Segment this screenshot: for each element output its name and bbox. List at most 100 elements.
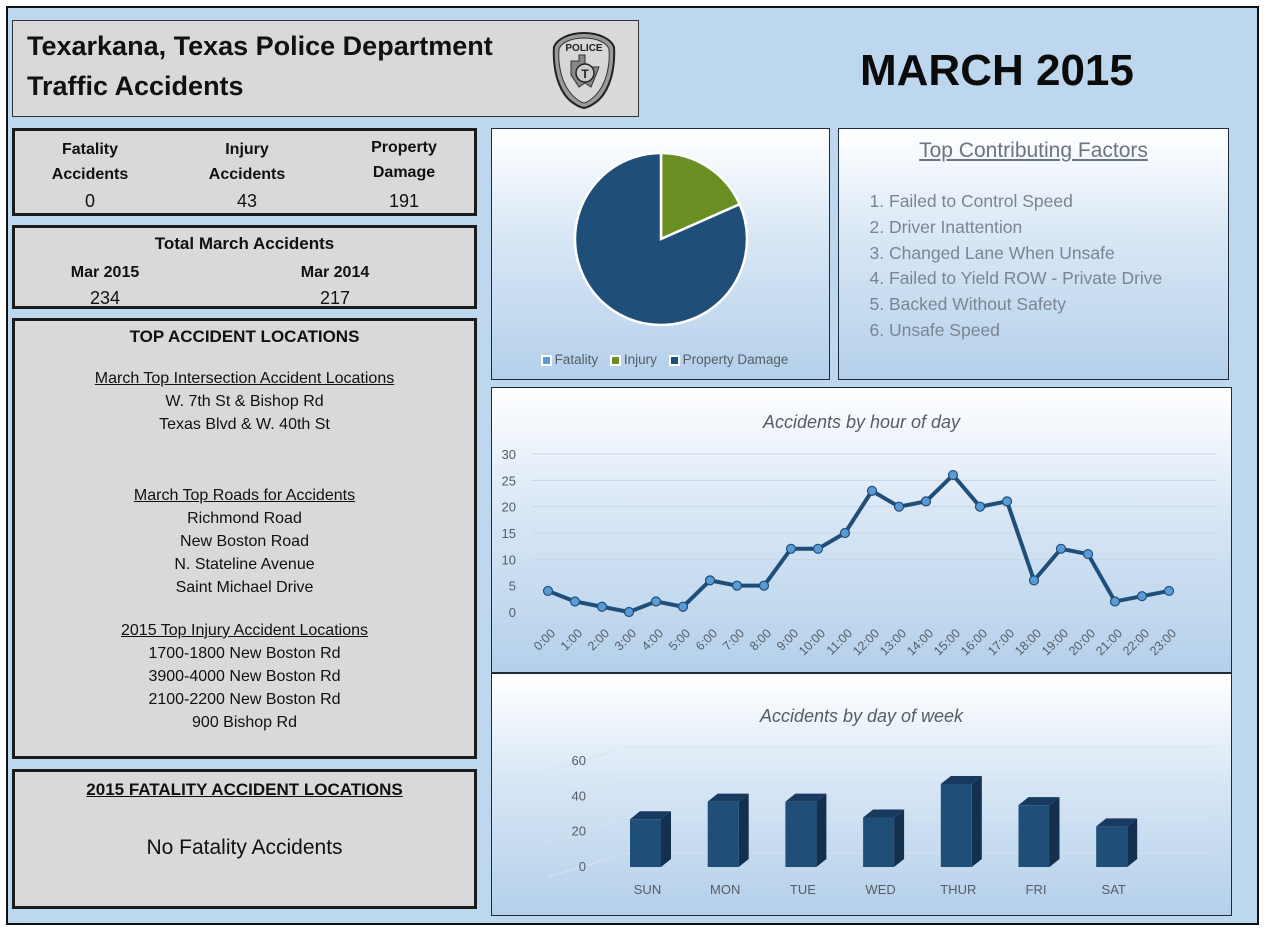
x-tick-label: MON	[710, 882, 740, 897]
report-title: Traffic Accidents	[27, 71, 244, 101]
injury-locations-title: 2015 Top Injury Accident Locations	[121, 622, 368, 639]
data-point	[866, 485, 878, 496]
x-tick-label: 7:00	[720, 626, 747, 653]
line-series	[547, 473, 1170, 614]
gridline-depth	[547, 750, 615, 772]
accident-type-stats: Fatality Accidents 0 Injury Accidents 43…	[12, 128, 477, 216]
accidents-by-day-chart: Accidents by day of week 0 20 40 60 SUN MON TU…	[491, 673, 1232, 916]
data-point	[1109, 596, 1121, 607]
stat-label-line2: Damage	[372, 164, 436, 181]
legend-swatch-injury	[609, 354, 621, 366]
bar	[707, 793, 749, 867]
totals-heading: Total March Accidents	[154, 234, 335, 253]
top-contributing-factors: Top Contributing Factors Failed to Contr…	[838, 128, 1229, 380]
fatality-locations-message: No Fatality Accidents	[146, 836, 343, 859]
stat-injury-label: Injury Accidents	[172, 137, 322, 187]
x-tick-label: 21:00	[1093, 626, 1125, 658]
intersection-locations-title: March Top Intersection Accident Location…	[94, 370, 395, 387]
data-point	[650, 596, 662, 607]
data-point	[839, 527, 851, 539]
location-item: 2100-2200 New Boston Rd	[148, 691, 341, 708]
totals-value-2014: 217	[319, 288, 351, 308]
location-item: Saint Michael Drive	[175, 579, 314, 596]
month-title: MARCH 2015	[860, 46, 1134, 95]
data-point	[920, 496, 932, 507]
gridline-depth	[547, 856, 615, 878]
data-point	[623, 606, 635, 618]
location-item: 3900-4000 New Boston Rd	[148, 668, 341, 685]
y-tick-label: 30	[502, 447, 516, 462]
data-point	[704, 575, 716, 586]
x-tick-label: 8:00	[747, 626, 774, 653]
bar	[1096, 818, 1138, 867]
data-point	[542, 585, 554, 597]
legend-label-injury: Injury	[623, 352, 657, 367]
accidents-by-hour-chart: Accidents by hour of day 0 5 10 15 20 25 30 0:0…	[491, 387, 1232, 673]
data-point	[1163, 585, 1175, 597]
x-tick-label: 14:00	[904, 626, 936, 658]
x-tick-label: 20:00	[1066, 626, 1098, 658]
factors-heading: Top Contributing Factors	[919, 139, 1148, 162]
stat-label-line2: Accidents	[208, 166, 286, 183]
stat-injury-value: 43	[236, 191, 258, 211]
factor-item: Backed Without Safety	[889, 292, 1162, 318]
x-tick-label: WED	[865, 882, 895, 897]
x-tick-label: 16:00	[958, 626, 990, 658]
pie-legend: Fatality Injury Property Damage	[492, 352, 829, 367]
factor-item: Driver Inattention	[889, 215, 1162, 241]
y-tick-label: 40	[572, 788, 586, 803]
y-tick-label: 25	[502, 473, 516, 488]
factor-item: Failed to Control Speed	[889, 189, 1162, 215]
pie-chart-svg	[573, 151, 749, 327]
bar	[1018, 797, 1060, 867]
data-point	[1028, 575, 1040, 586]
y-tick-label: 5	[509, 579, 516, 594]
stat-label-line2: Accidents	[51, 166, 129, 183]
y-tick-label: 20	[572, 824, 586, 839]
bar	[863, 809, 905, 867]
totals-label-2015: Mar 2015	[70, 264, 140, 281]
data-point	[947, 469, 959, 481]
location-item: N. Stateline Avenue	[174, 556, 315, 573]
stat-property-value: 191	[388, 191, 420, 211]
data-point	[596, 601, 608, 612]
bar-chart-svg: 0 20 40 60 SUN MON TUE WED THUR FRI SAT	[547, 746, 1212, 897]
x-tick-label: 2:00	[585, 626, 612, 653]
total-accidents-box: Total March Accidents Mar 2015 234 Mar 2…	[12, 225, 477, 309]
x-tick-label: 17:00	[985, 626, 1017, 658]
y-tick-label: 10	[502, 552, 516, 567]
x-tick-label: 5:00	[666, 626, 693, 653]
data-point	[677, 601, 689, 612]
legend-swatch-fatality	[540, 354, 552, 366]
header-title-box: Texarkana, Texas Police Department Traff…	[12, 20, 639, 117]
line-chart-title: Accidents by hour of day	[762, 412, 961, 432]
x-tick-label: 10:00	[796, 626, 828, 658]
x-tick-label: 15:00	[931, 626, 963, 658]
totals-value-2015: 234	[89, 288, 121, 308]
svg-text:POLICE: POLICE	[565, 43, 603, 54]
x-tick-label: 4:00	[639, 626, 666, 653]
data-point	[1055, 543, 1067, 554]
location-item: 1700-1800 New Boston Rd	[148, 645, 341, 662]
data-point	[974, 501, 986, 512]
stat-label-line1: Fatality	[61, 141, 118, 158]
legend-swatch-property-damage	[668, 354, 680, 366]
gridline-depth	[547, 821, 615, 843]
line-chart-svg: 0 5 10 15 20 25 30 0:00 1:00 2:00 3:00 4:00 5:00 6:00…	[502, 447, 1217, 658]
data-point	[1082, 548, 1094, 560]
stat-label-line1: Injury	[225, 141, 269, 158]
x-tick-label: 12:00	[850, 626, 882, 658]
x-tick-label: 6:00	[693, 626, 720, 653]
stat-fatality-label: Fatality Accidents	[15, 137, 165, 187]
data-point	[1136, 591, 1148, 602]
pie-slice-property-damage	[573, 151, 749, 327]
y-tick-label: 20	[502, 500, 516, 515]
location-item: Richmond Road	[187, 510, 302, 527]
x-tick-label: 19:00	[1039, 626, 1071, 658]
factor-item: Changed Lane When Unsafe	[889, 241, 1162, 267]
x-tick-label: THUR	[940, 882, 976, 897]
stat-fatality-value: 0	[84, 191, 95, 211]
factor-item: Failed to Yield ROW - Private Drive	[889, 266, 1162, 292]
top-roads-title: March Top Roads for Accidents	[133, 487, 356, 504]
fatality-locations-box: 2015 FATALITY ACCIDENT LOCATIONS No Fata…	[12, 769, 477, 909]
